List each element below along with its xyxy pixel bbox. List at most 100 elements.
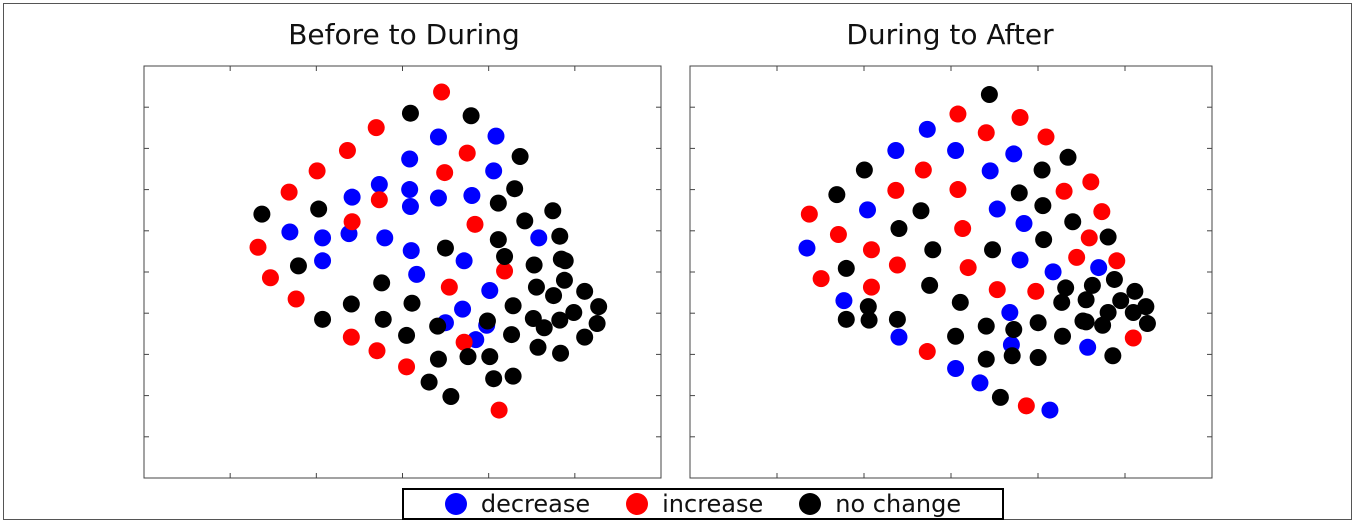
point-no-change	[310, 200, 328, 218]
point-no-change	[921, 276, 939, 294]
point-no-change	[516, 212, 534, 230]
point-increase	[433, 83, 451, 101]
point-increase	[949, 181, 967, 199]
legend-label-decrease: decrease	[480, 490, 591, 518]
point-decrease	[530, 229, 548, 247]
point-increase	[887, 181, 905, 199]
point-decrease	[314, 229, 332, 247]
point-no-change	[529, 338, 547, 356]
point-no-change	[859, 298, 877, 316]
point-increase	[1082, 173, 1100, 191]
point-no-change	[1094, 316, 1112, 334]
point-no-change	[481, 348, 499, 366]
point-decrease	[401, 181, 419, 199]
point-no-change	[506, 180, 524, 198]
point-no-change	[837, 259, 855, 277]
point-increase	[949, 105, 967, 123]
point-decrease	[890, 328, 908, 346]
point-no-change	[1029, 314, 1047, 332]
point-no-change	[535, 319, 553, 337]
point-increase	[800, 205, 818, 223]
point-decrease	[463, 186, 481, 204]
point-no-change	[496, 248, 514, 266]
point-no-change	[429, 350, 447, 368]
point-no-change	[590, 298, 608, 316]
point-increase	[914, 161, 932, 179]
legend-item-decrease: decrease	[444, 490, 591, 518]
point-no-change	[1138, 315, 1156, 333]
point-increase	[1037, 128, 1055, 146]
point-decrease	[1090, 259, 1108, 277]
point-increase	[1068, 248, 1086, 266]
point-no-change	[314, 310, 332, 328]
point-no-change	[576, 328, 594, 346]
point-no-change	[527, 278, 545, 296]
point-decrease	[1044, 263, 1062, 281]
point-no-change	[1033, 161, 1051, 179]
point-decrease	[401, 198, 419, 216]
point-no-change	[403, 294, 421, 312]
point-decrease	[1041, 401, 1059, 419]
point-increase	[342, 328, 360, 346]
chart-title-left: Before to During	[288, 18, 520, 51]
point-no-change	[503, 326, 521, 344]
point-increase	[280, 183, 298, 201]
point-no-change	[1010, 184, 1028, 202]
point-no-change	[1029, 348, 1047, 366]
point-decrease	[429, 128, 447, 146]
point-decrease	[429, 189, 447, 207]
point-decrease	[798, 239, 816, 257]
legend-item-no-change: no change	[799, 490, 961, 518]
point-no-change	[342, 295, 360, 313]
point-increase	[1124, 329, 1142, 347]
axes-box	[143, 65, 662, 479]
point-decrease	[487, 127, 505, 145]
point-no-change	[855, 161, 873, 179]
point-no-change	[462, 107, 480, 125]
point-no-change	[504, 297, 522, 315]
point-no-change	[984, 241, 1002, 259]
point-no-change	[1054, 327, 1072, 345]
point-no-change	[459, 348, 477, 366]
point-increase	[261, 269, 279, 287]
point-decrease	[1015, 214, 1033, 232]
point-no-change	[1105, 270, 1123, 288]
point-decrease	[1005, 145, 1023, 163]
point-no-change	[565, 304, 583, 322]
point-increase	[1055, 182, 1073, 200]
point-increase	[455, 333, 473, 351]
legend: decrease increase no change	[402, 488, 1004, 520]
point-increase	[829, 225, 847, 243]
point-increase	[812, 270, 830, 288]
legend-item-increase: increase	[626, 490, 763, 518]
point-increase	[398, 358, 416, 376]
point-increase	[490, 401, 508, 419]
point-no-change	[1053, 293, 1071, 311]
point-decrease	[918, 120, 936, 138]
point-increase	[466, 215, 484, 233]
point-no-change	[1112, 292, 1130, 310]
point-no-change	[525, 256, 543, 274]
point-no-change	[828, 186, 846, 204]
legend-label-increase: increase	[662, 490, 764, 518]
point-no-change	[924, 241, 942, 259]
point-no-change	[1059, 148, 1077, 166]
point-no-change	[1124, 304, 1142, 322]
point-increase	[1017, 397, 1035, 415]
point-increase	[918, 343, 936, 361]
point-decrease	[971, 374, 989, 392]
point-no-change	[555, 271, 573, 289]
point-no-change	[489, 231, 507, 249]
point-decrease	[947, 142, 965, 160]
point-decrease	[370, 175, 388, 193]
point-increase	[249, 238, 267, 256]
point-no-change	[888, 310, 906, 328]
point-increase	[458, 144, 476, 162]
point-increase	[1011, 108, 1029, 126]
point-no-change	[576, 282, 594, 300]
point-increase	[1093, 203, 1111, 221]
point-no-change	[551, 227, 569, 245]
point-increase	[308, 162, 326, 180]
point-decrease	[485, 162, 503, 180]
point-decrease	[988, 200, 1006, 218]
